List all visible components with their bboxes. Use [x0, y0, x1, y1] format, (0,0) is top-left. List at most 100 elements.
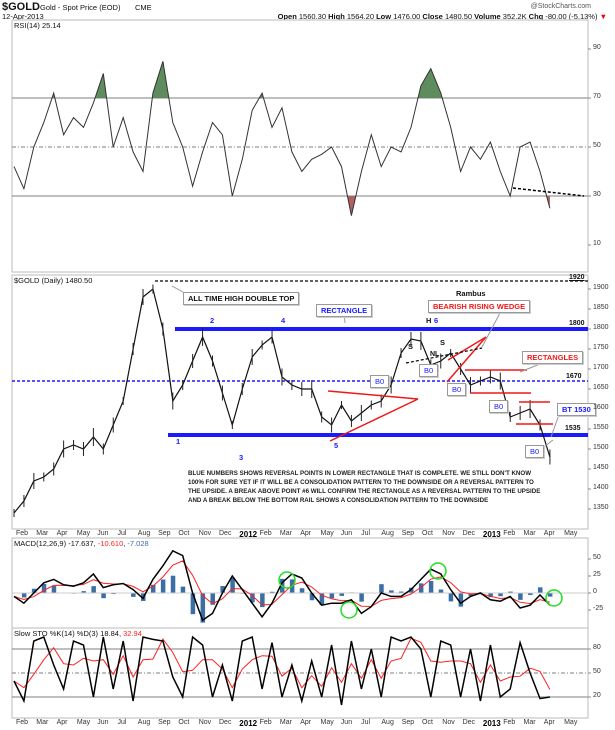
macd-histogram-bar [309, 593, 315, 601]
x-tick-label: Sep [158, 530, 171, 537]
x-tick-label: Jun [97, 530, 109, 537]
rsi-line [13, 61, 551, 216]
x-tick-label: May [564, 719, 578, 726]
x-tick-label: Feb [16, 530, 29, 537]
x-tick-label: 2013 [482, 719, 501, 728]
watermark: @StockCharts.com [530, 3, 591, 10]
x-tick-label: Feb [503, 530, 516, 537]
reversal-point-2: 2 [210, 316, 215, 325]
macd-histogram-bar [131, 593, 136, 597]
macd-histogram-bar [111, 593, 116, 595]
reversal-point-1: 1 [176, 437, 181, 446]
head-label: H [426, 316, 432, 325]
macd-histogram-bar [220, 586, 225, 593]
sto-legend-label: Slow STO %K(14) %D(3) [14, 629, 99, 638]
y-tick-label: 1400 [593, 484, 609, 491]
close-label: Close [422, 12, 443, 21]
x-tick-label: May [76, 530, 91, 537]
x-tick-label: Jun [340, 530, 353, 537]
macd-histogram-bar [31, 588, 37, 593]
x-tick-label: May [320, 719, 334, 726]
x-tick-label: Apr [300, 719, 312, 726]
x-tick-label: Aug [137, 719, 151, 726]
y-tick-label: 1850 [593, 304, 609, 311]
sto-k-value: 18.84 [100, 629, 119, 638]
x-tick-label: Mar [279, 719, 292, 726]
y-tick-label: 20 [593, 692, 601, 699]
reversal-point-5: 5 [334, 441, 339, 450]
chart-date: 12-Apr-2013 [2, 12, 44, 21]
y-tick-label: 30 [593, 191, 601, 198]
macd-histogram-bar [299, 588, 305, 593]
macd-histogram-bar [339, 593, 345, 596]
rsi-overbought-fill [14, 61, 550, 98]
x-tick-label: Feb [503, 719, 516, 726]
x-tick-label: 2012 [239, 530, 258, 539]
x-tick-label: Dec [219, 530, 232, 537]
sto-k-line [13, 635, 551, 706]
label-1535: 1535 [565, 425, 581, 432]
macd-histogram-bar [101, 593, 106, 599]
macd-histogram-bar [498, 593, 503, 597]
macd-histogram-bar [210, 593, 215, 605]
x-tick-label: Oct [178, 530, 190, 537]
macd-histogram-bar [260, 593, 265, 608]
x-tick-label: Feb [259, 719, 272, 726]
down-arrow-icon: ▼ [599, 12, 607, 21]
y-tick-label: 70 [593, 93, 601, 100]
macd-histogram-bar [547, 593, 553, 597]
macd-histogram-bar [91, 586, 96, 593]
x-tick-label: Mar [36, 530, 49, 537]
macd-histogram-bar [399, 591, 404, 593]
x-tick-label: Oct [422, 719, 433, 726]
wedge-callout: BEARISH RISING WEDGE [428, 300, 531, 313]
x-tick-label: Aug [381, 530, 394, 537]
x-tick-label: May [320, 530, 334, 537]
macd-histogram-bar [160, 579, 166, 593]
crossover-circle [340, 601, 358, 619]
x-tick-label: Jul [361, 719, 371, 726]
low-value: 1476.00 [393, 12, 421, 21]
macd-histogram-bar [379, 584, 384, 593]
macd-histogram-bar [448, 593, 454, 602]
x-tick-label: Nov [442, 530, 455, 537]
x-tick-label: Nov [442, 719, 455, 726]
high-label: High [328, 12, 345, 21]
y-tick-label: -25 [593, 605, 604, 612]
x-tick-label: Jun [340, 719, 353, 726]
macd-hist-value: -7.028 [127, 539, 149, 548]
panel-frame [11, 274, 589, 530]
y-tick-label: 25 [593, 571, 601, 578]
x-tick-label: Dec [219, 719, 232, 726]
symbol: $GOLD [2, 1, 40, 13]
x-tick-label: Mar [36, 719, 49, 726]
macd-histogram-bar [468, 593, 474, 596]
y-tick-label: 1600 [593, 404, 609, 411]
rectangle-callout: RECTANGLE [316, 304, 373, 317]
note-line: 100% FOR SURE YET IF IT WILL BE A CONSOL… [188, 479, 534, 486]
right-shoulder-label: S [440, 338, 446, 347]
y-tick-label: 1800 [593, 324, 609, 331]
breakout-callout: B0 [419, 364, 439, 377]
x-tick-label: Mar [523, 530, 536, 537]
left-shoulder-label: S [408, 342, 414, 351]
macd-signal-line [13, 560, 551, 607]
macd-histogram-bar [41, 583, 47, 593]
crossover-circle [429, 562, 447, 580]
macd-histogram-bar [230, 577, 235, 593]
macd-histogram-bar [508, 591, 513, 593]
x-tick-label: 2013 [482, 530, 501, 539]
macd-histogram-bar [537, 587, 543, 593]
open-value: 1560.30 [298, 12, 327, 21]
y-tick-label: 1700 [593, 364, 609, 371]
reversal-point-3: 3 [239, 453, 244, 462]
rsi-legend-label: RSI(14) [14, 21, 40, 30]
pattern-line [329, 398, 419, 442]
x-tick-label: Jul [117, 530, 127, 537]
x-tick-label: Jul [117, 719, 127, 726]
ath-callout: ALL TIME HIGH DOUBLE TOP [183, 292, 300, 305]
panel-frame [11, 19, 589, 273]
callout-pointer [550, 411, 561, 438]
